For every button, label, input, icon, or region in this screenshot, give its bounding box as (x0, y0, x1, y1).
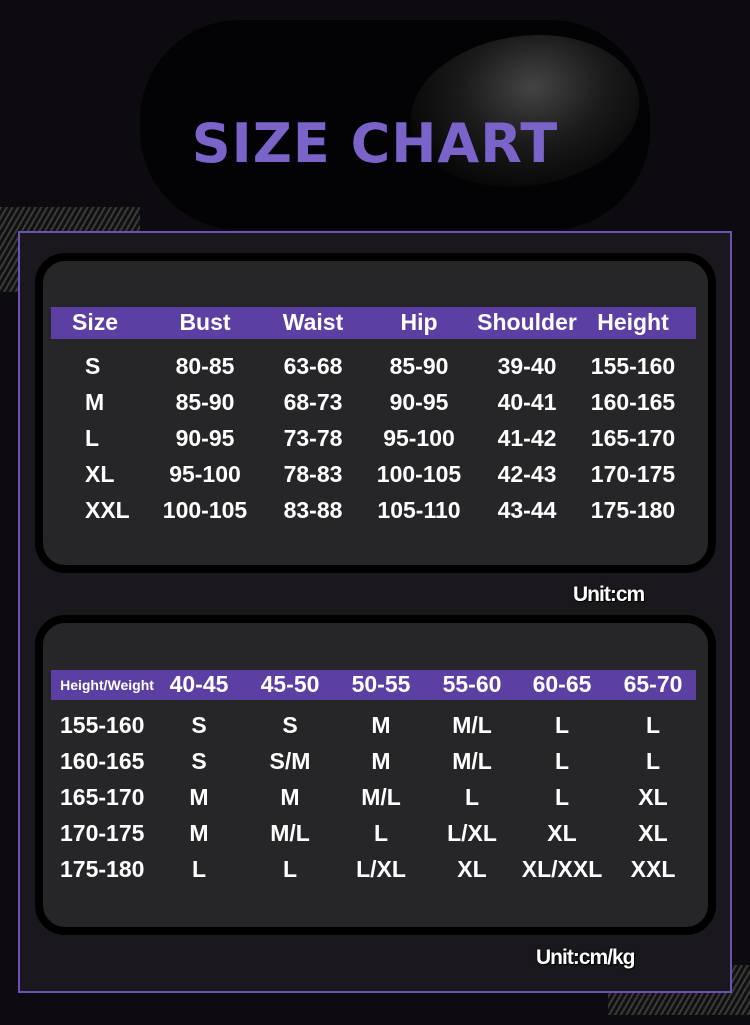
table-cell: 155-160 (60, 712, 145, 738)
table-cell: S/M (269, 748, 311, 774)
table-cell: 85-90 (389, 353, 449, 379)
table-cell: XL (547, 820, 577, 846)
column-header: 40-45 (169, 671, 229, 697)
size-unit-label: Unit:cm (573, 583, 645, 606)
table-cell: 170-175 (60, 820, 145, 846)
table-cell: L (554, 712, 570, 738)
table-cell: 83-88 (283, 497, 343, 523)
table-cell: XXL (85, 497, 130, 523)
table-cell: 95-100 (383, 425, 455, 451)
table-cell: 160-165 (60, 748, 145, 774)
fit-unit-label: Unit:cm/kg (536, 946, 636, 969)
table-cell: XL (638, 784, 668, 810)
table-cell: L (554, 784, 570, 810)
table-cell: 63-68 (283, 353, 343, 379)
table-cell: 155-160 (590, 353, 676, 379)
table-cell: L/XL (356, 856, 406, 882)
table-cell: 78-83 (283, 461, 343, 487)
table-cell: L (282, 856, 298, 882)
table-cell: M (280, 784, 300, 810)
table-cell: 90-95 (389, 389, 449, 415)
column-header: Height (597, 309, 669, 335)
table-cell: 90-95 (175, 425, 235, 451)
table-cell: 39-40 (497, 353, 557, 379)
table-cell: XL (85, 461, 115, 487)
table-cell: L (645, 712, 661, 738)
column-header: Waist (282, 309, 344, 335)
table-cell: M (189, 820, 209, 846)
table-cell: S (191, 712, 207, 738)
table-cell: 170-175 (590, 461, 676, 487)
table-cell: L (85, 425, 100, 451)
table-cell: M (371, 748, 391, 774)
table-cell: M/L (452, 712, 492, 738)
table-cell: 41-42 (497, 425, 557, 451)
table-cell: 175-180 (60, 856, 145, 882)
size-table: Size Bust Waist Hip Shoulder Height S 80-85 63-… (35, 253, 716, 573)
size-table-header: Size Bust Waist Hip Shoulder Height (51, 307, 696, 339)
table-cell: 105-110 (377, 497, 461, 523)
table-cell: 80-85 (175, 353, 235, 379)
fit-table-header: Height/Weight 40-45 45-50 50-55 55-60 60-65 65… (51, 670, 696, 700)
table-cell: 68-73 (283, 389, 343, 415)
table-cell: 160-165 (590, 389, 676, 415)
table-cell: 175-180 (590, 497, 676, 523)
table-cell: 40-41 (497, 389, 557, 415)
fit-table: Height/Weight 40-45 45-50 50-55 55-60 60-65 65… (35, 615, 716, 935)
column-header: Shoulder (477, 309, 577, 335)
table-cell: S (191, 748, 207, 774)
table-cell: M/L (270, 820, 310, 846)
table-cell: M (85, 389, 105, 415)
column-header: 50-55 (351, 671, 411, 697)
column-header: 55-60 (442, 671, 502, 697)
column-header: 45-50 (260, 671, 320, 697)
table-cell: 73-78 (283, 425, 343, 451)
column-header: 60-65 (532, 671, 592, 697)
table-cell: M (371, 712, 391, 738)
table-cell: L (191, 856, 207, 882)
table-cell: 43-44 (497, 497, 557, 523)
table-cell: XL/XXL (521, 856, 603, 882)
column-header: Size (71, 309, 119, 335)
page-title: SIZE CHART (191, 112, 559, 175)
column-header: Hip (400, 309, 438, 335)
table-cell: 95-100 (169, 461, 241, 487)
table-cell: L (645, 748, 661, 774)
table-cell: M/L (452, 748, 492, 774)
table-cell: 85-90 (175, 389, 235, 415)
table-cell: L (554, 748, 570, 774)
table-cell: L (464, 784, 480, 810)
table-cell: 42-43 (497, 461, 557, 487)
column-header: Bust (179, 309, 231, 335)
table-cell: 165-170 (590, 425, 676, 451)
table-cell: M (189, 784, 209, 810)
table-cell: S (85, 353, 101, 379)
table-cell: 100-105 (376, 461, 462, 487)
table-cell: 100-105 (162, 497, 248, 523)
table-cell: M/L (361, 784, 401, 810)
table-cell: XXL (630, 856, 676, 882)
table-cell: XL (638, 820, 668, 846)
table-cell: XL (457, 856, 487, 882)
table-cell: 165-170 (60, 784, 145, 810)
table-cell: L/XL (447, 820, 497, 846)
column-header: Height/Weight (60, 677, 154, 693)
table-cell: L (373, 820, 389, 846)
table-cell: S (282, 712, 298, 738)
column-header: 65-70 (623, 671, 683, 697)
